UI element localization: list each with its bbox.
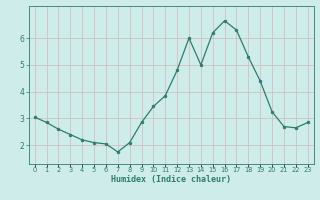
X-axis label: Humidex (Indice chaleur): Humidex (Indice chaleur) [111,175,231,184]
